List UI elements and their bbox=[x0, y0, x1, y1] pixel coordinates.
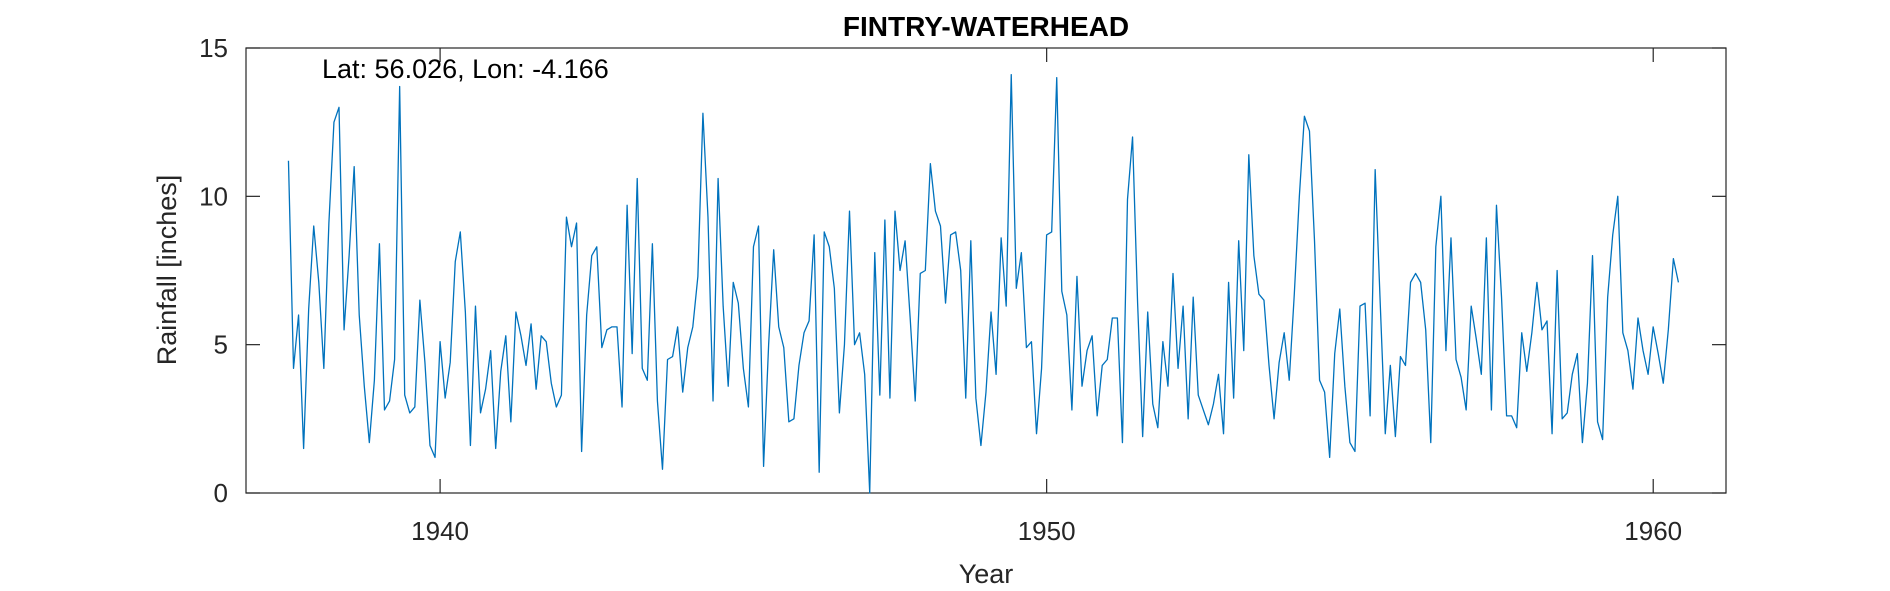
x-tick-label: 1960 bbox=[1624, 516, 1682, 546]
x-tick-label: 1950 bbox=[1018, 516, 1076, 546]
tick-labels: 0 5 10 15 1940 1950 1960 bbox=[199, 33, 1682, 546]
y-tick-label: 0 bbox=[214, 478, 228, 508]
y-tick-label: 10 bbox=[199, 181, 228, 211]
rainfall-series-line bbox=[287, 74, 1680, 494]
y-axis-label: Rainfall [inches] bbox=[152, 175, 182, 366]
axis-ticks bbox=[246, 47, 1726, 494]
x-tick-label: 1940 bbox=[411, 516, 469, 546]
x-axis-label: Year bbox=[959, 559, 1014, 589]
y-tick-label: 15 bbox=[199, 33, 228, 63]
y-tick-label: 5 bbox=[214, 330, 228, 360]
plot-area bbox=[245, 47, 1727, 494]
location-annotation: Lat: 56.026, Lon: -4.166 bbox=[322, 54, 609, 84]
chart-title: FINTRY-WATERHEAD bbox=[843, 11, 1129, 42]
